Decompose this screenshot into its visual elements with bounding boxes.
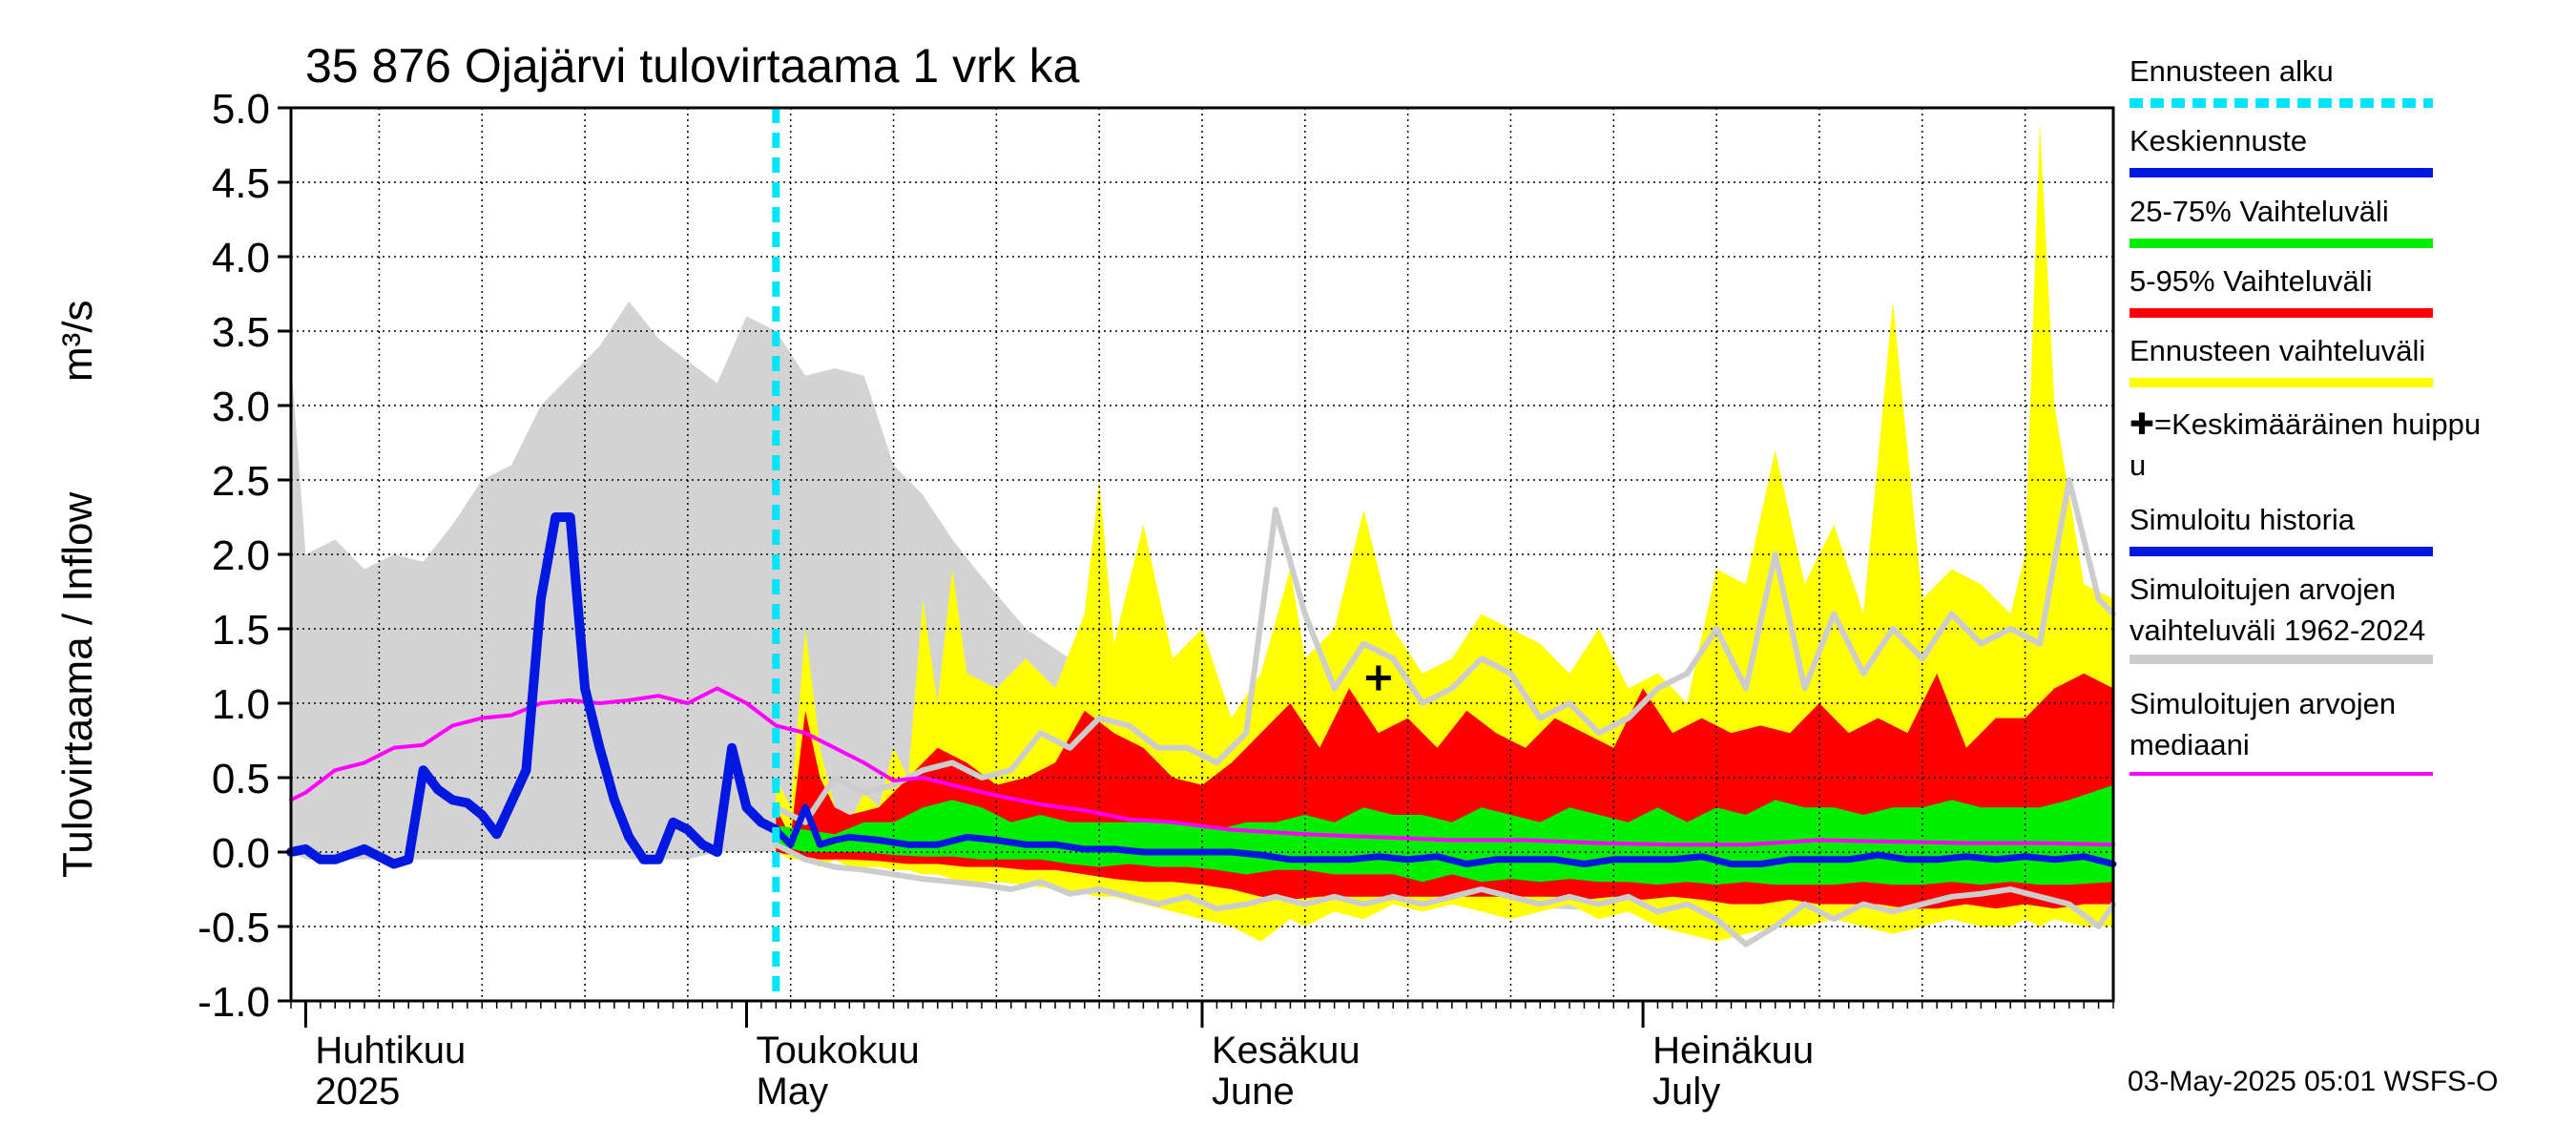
average-peak-marker: [1365, 665, 1391, 691]
y-tick-label: -0.5: [197, 905, 270, 951]
legend: Ennusteen alku Keskiennuste 25-75% Vaihtel…: [2129, 54, 2481, 776]
y-tick-label: 1.5: [212, 607, 270, 654]
legend-label: ✚=Keskimääräinen huippu: [2129, 407, 2481, 441]
lines-layer: [286, 108, 2117, 1001]
legend-label-line2: vaihteluväli 1962-2024: [2129, 614, 2425, 647]
y-tick-label: 4.0: [212, 235, 270, 281]
y-tick-label: 3.0: [212, 384, 270, 430]
simulated-history-line: [286, 512, 781, 869]
x-month-sublabel: July: [1652, 1071, 1720, 1113]
y-tick-label: 1.0: [212, 681, 270, 728]
mean-forecast-line: [772, 803, 2117, 867]
footer-timestamp: 03-May-2025 05:01 WSFS-O: [2128, 1066, 2499, 1097]
y-tick-label: 5.0: [212, 86, 270, 133]
y-tick-label: 0.0: [212, 830, 270, 877]
y-tick-label: 2.0: [212, 532, 270, 579]
x-month-sublabel: June: [1212, 1071, 1295, 1113]
chart-title: 35 876 Ojajärvi tulovirtaama 1 vrk ka: [305, 39, 1080, 93]
legend-label-line2: mediaani: [2129, 728, 2250, 761]
y-axis: 5.0 4.5 4.0 3.5 3.0 2.5 2.0 1.5 1.0 0.5 0.0 -0.5 -1.…: [197, 86, 291, 1026]
legend-label-line2: u: [2129, 448, 2146, 482]
legend-label: Ennusteen vaihteluväli: [2129, 334, 2425, 367]
legend-label: Simuloitujen arvojen: [2129, 687, 2396, 720]
x-month-label: Heinäkuu: [1652, 1030, 1814, 1072]
x-month-label: Kesäkuu: [1212, 1030, 1361, 1072]
y-tick-label: 0.5: [212, 756, 270, 802]
legend-label: Simuloitu historia: [2129, 503, 2356, 536]
forecast-range-upper-line: [773, 477, 2116, 825]
historical-median-line: [289, 686, 2115, 847]
x-month-label: Huhtikuu: [315, 1030, 466, 1072]
legend-label: 25-75% Vaihteluväli: [2129, 195, 2389, 228]
legend-label: Simuloitujen arvojen: [2129, 572, 2396, 606]
y-axis-label: Tulovirtaama / Inflow: [54, 491, 101, 878]
y-tick-label: 4.5: [212, 160, 270, 207]
y-tick-label: 2.5: [212, 458, 270, 505]
y-tick-label: 3.5: [212, 309, 270, 356]
forecast-range-lower-line: [773, 842, 2116, 947]
y-tick-label: -1.0: [197, 979, 270, 1026]
y-axis-title: Tulovirtaama / Inflow m³/s: [54, 300, 101, 878]
x-month-sublabel: May: [757, 1071, 829, 1113]
y-axis-unit: m³/s: [54, 300, 101, 382]
historical-range-band: [291, 301, 2113, 920]
x-month-sublabel: 2025: [315, 1071, 400, 1113]
legend-label: Ennusteen alku: [2129, 54, 2334, 88]
legend-label: Keskiennuste: [2129, 124, 2307, 157]
x-month-label: Toukokuu: [757, 1030, 920, 1072]
legend-label: 5-95% Vaihteluväli: [2129, 264, 2372, 298]
